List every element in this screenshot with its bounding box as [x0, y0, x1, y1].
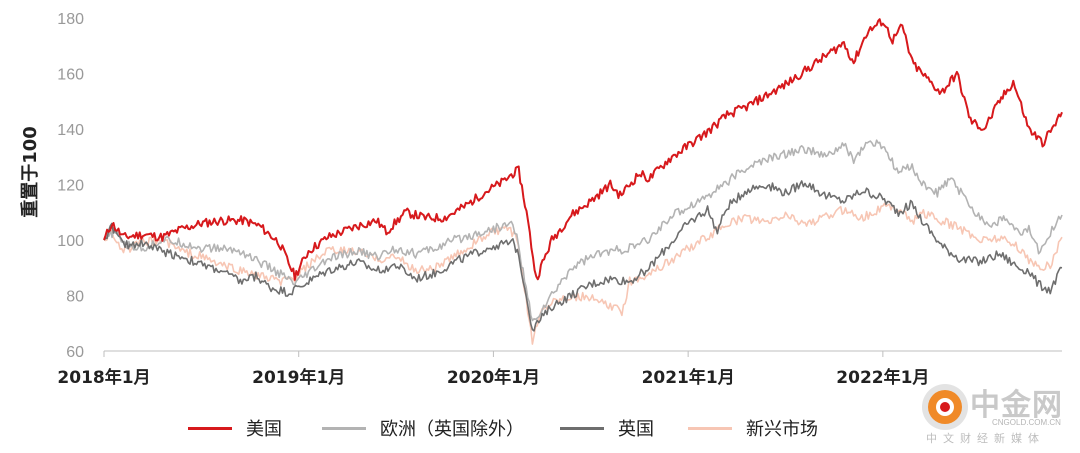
- y-tick-label: 140: [57, 122, 84, 139]
- series-line-2: [103, 180, 1063, 332]
- y-tick-label: 120: [57, 178, 84, 195]
- legend-label: 英国: [618, 419, 654, 440]
- watermark-url: CNGOLD.COM.CN: [992, 418, 1061, 427]
- y-tick-label: 160: [57, 67, 84, 84]
- legend-item: 英国: [560, 413, 654, 443]
- series-line-1: [103, 139, 1063, 322]
- cngold-logo-icon: [922, 384, 968, 430]
- y-tick-label: 180: [57, 11, 84, 28]
- line-chart: 重置于100 60 80 100 120 140 160 180 2018年1月 2019年1…: [19, 11, 1063, 388]
- legend-item: 欧洲（英国除外）: [322, 413, 524, 443]
- x-tick-label: 2021年1月: [642, 367, 735, 388]
- legend-swatch: [688, 426, 732, 430]
- y-axis-title: 重置于100: [19, 126, 41, 218]
- watermark-subtitle: 中文财经新媒体: [926, 432, 1045, 445]
- y-tick-label: 100: [57, 233, 84, 250]
- x-tick-label: 2020年1月: [447, 367, 540, 388]
- series-line-0: [103, 18, 1063, 281]
- x-tick-label: 2018年1月: [57, 367, 150, 388]
- y-tick-label: 60: [66, 344, 84, 361]
- series-lines: [103, 18, 1063, 345]
- x-tick-label: 2019年1月: [252, 367, 345, 388]
- x-axis: 2018年1月 2019年1月 2020年1月 2021年1月 2022年1月: [57, 350, 1062, 388]
- watermark: 中金网 CNGOLD.COM.CN 中文财经新媒体: [920, 380, 1070, 446]
- y-axis-ticks: 60 80 100 120 140 160 180: [57, 11, 84, 361]
- legend-label: 欧洲（英国除外）: [380, 419, 524, 440]
- legend-item: 新兴市场: [688, 413, 818, 443]
- legend-label: 新兴市场: [746, 419, 818, 440]
- legend-swatch: [560, 426, 604, 430]
- x-tick-label: 2022年1月: [836, 367, 929, 388]
- watermark-title: 中金网: [970, 388, 1063, 423]
- legend-item: 美国: [188, 413, 282, 443]
- legend-swatch: [188, 426, 232, 430]
- y-tick-label: 80: [66, 289, 84, 306]
- legend-swatch: [322, 426, 366, 430]
- chart-legend: 美国 欧洲（英国除外） 英国 新兴市场: [0, 413, 1080, 443]
- legend-label: 美国: [246, 419, 282, 440]
